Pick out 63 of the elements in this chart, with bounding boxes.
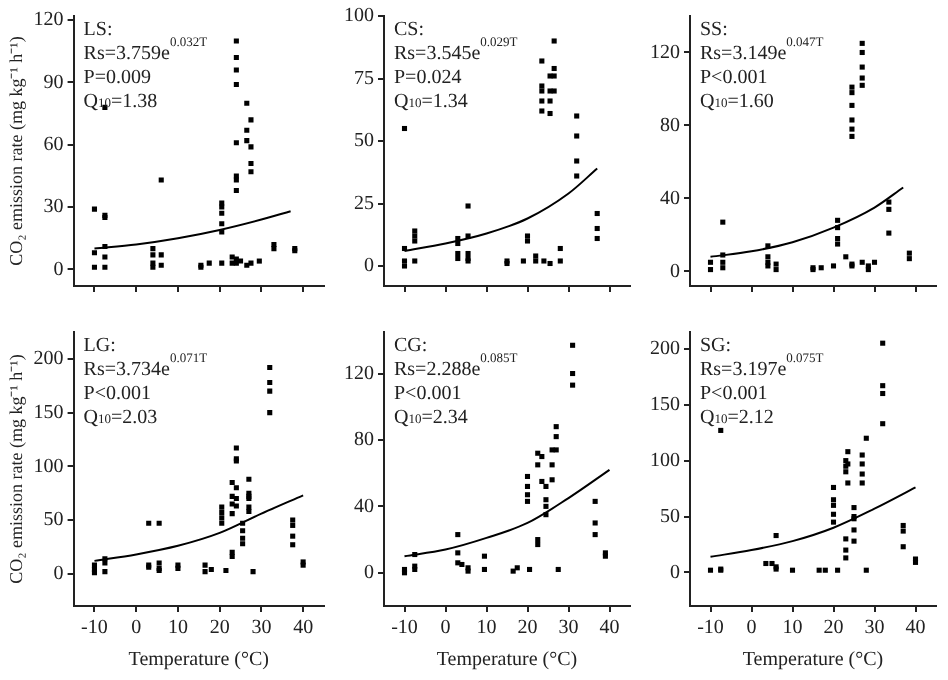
x-tick-label: 30: [251, 617, 272, 640]
x-tick-label: -10: [697, 617, 724, 640]
y-tick-label: 25: [354, 192, 374, 215]
x-tick-label: 10: [167, 617, 188, 640]
annotation: LG:: [83, 335, 116, 358]
x-tick-label: 20: [517, 617, 538, 640]
x-tick-label: 10: [476, 617, 497, 640]
x-axis-title: Temperature (°C): [742, 649, 884, 672]
annotation: LS:: [83, 19, 113, 42]
x-tick-label: 0: [131, 617, 142, 640]
y-tick-label: 0: [364, 562, 374, 585]
y-tick-label: 0: [53, 258, 64, 281]
x-tick-label: -10: [391, 617, 418, 640]
annotation: P=0.009: [83, 67, 152, 90]
y-tick-label: 200: [650, 338, 680, 361]
y-tick-label: 0: [53, 563, 64, 586]
x-axis-title: Temperature (°C): [128, 649, 270, 672]
y-tick-label: 150: [650, 393, 680, 416]
x-tick-label: 40: [293, 617, 314, 640]
y-axis-title: CO₂ emission rate (mg kg⁻¹ h⁻¹): [5, 354, 26, 584]
y-tick-label: 60: [43, 134, 64, 157]
x-tick-label: -10: [81, 617, 108, 640]
annotation: SS:: [700, 19, 728, 42]
y-tick-label: 150: [33, 401, 64, 424]
x-tick-label: 0: [746, 617, 757, 640]
y-tick-label: 90: [43, 71, 64, 94]
y-tick-label: 0: [670, 561, 680, 584]
y-tick-label: 100: [650, 449, 680, 472]
y-tick-label: 120: [344, 362, 374, 385]
x-tick-label: 40: [905, 617, 926, 640]
y-tick-label: 30: [43, 196, 64, 219]
annotation: SG:: [700, 335, 732, 358]
y-tick-label: 120: [33, 9, 64, 32]
y-tick-label: 0: [670, 260, 680, 283]
y-tick-label: 75: [354, 67, 374, 90]
y-tick-label: 100: [344, 5, 374, 28]
y-tick-label: 80: [354, 429, 374, 452]
y-tick-label: 40: [660, 187, 680, 210]
y-tick-label: 100: [33, 455, 64, 478]
x-tick-label: 10: [782, 617, 803, 640]
x-tick-label: 40: [599, 617, 620, 640]
annotation: CS:: [394, 19, 425, 42]
annotation: P<0.001: [394, 383, 462, 406]
x-tick-label: 20: [823, 617, 844, 640]
y-axis-title: CO₂ emission rate (mg kg⁻¹ h⁻¹): [5, 36, 26, 266]
y-tick-label: 80: [660, 114, 680, 137]
y-tick-label: 120: [650, 41, 680, 64]
annotation: CG:: [394, 335, 428, 358]
y-tick-label: 50: [660, 505, 680, 528]
x-tick-label: 0: [440, 617, 451, 640]
y-tick-label: 50: [43, 509, 64, 532]
y-tick-label: 40: [354, 495, 374, 518]
annotation: P=0.024: [394, 67, 462, 90]
annotation: P<0.001: [700, 383, 768, 406]
y-tick-label: 50: [354, 130, 374, 153]
x-tick-label: 30: [864, 617, 885, 640]
x-tick-label: 30: [558, 617, 579, 640]
y-tick-label: 0: [364, 255, 374, 278]
x-axis-title: Temperature (°C): [436, 649, 578, 672]
x-tick-label: 20: [209, 617, 230, 640]
y-tick-label: 200: [33, 348, 64, 371]
annotation: P<0.001: [700, 67, 768, 90]
annotation: P<0.001: [83, 383, 152, 406]
